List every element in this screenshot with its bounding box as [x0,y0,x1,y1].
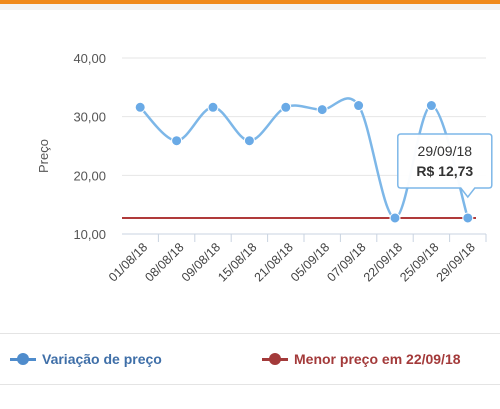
tooltip-date: 29/09/18 [418,143,473,159]
legend-line-dot-icon [262,352,288,366]
y-tick-label: 20,00 [73,168,106,183]
x-tick-label: 25/09/18 [397,240,441,284]
chart-legend: Variação de preço Menor preço em 22/09/1… [0,333,500,385]
price-tooltip: 29/09/18 R$ 12,73 [397,133,493,199]
x-tick-label: 09/08/18 [179,240,223,284]
x-tick-label: 05/09/18 [288,240,332,284]
price-point[interactable] [134,101,146,113]
y-tick-label: 40,00 [73,51,106,66]
price-point[interactable] [425,100,437,112]
x-tick-label: 01/08/18 [106,240,150,284]
x-tick-label: 08/08/18 [142,240,186,284]
y-axis-title: Preço [36,139,51,173]
top-accent-bar [0,0,500,4]
price-point[interactable] [353,100,365,112]
x-tick-label: 29/09/18 [434,240,478,284]
legend-line-dot-icon [10,352,36,366]
price-point[interactable] [207,101,219,113]
legend-item-lowest-price[interactable]: Menor preço em 22/09/18 [262,349,461,369]
top-strip [0,4,500,10]
legend-label-lowest-price: Menor preço em 22/09/18 [294,351,461,367]
price-point[interactable] [316,104,328,116]
price-point[interactable] [389,212,401,224]
price-point[interactable] [243,135,255,147]
price-chart-svg: 10,00 20,00 30,00 40,00 01/08/1808/08/1809/0… [36,51,493,285]
y-tick-label: 10,00 [73,227,106,242]
price-point[interactable] [462,212,474,224]
x-tick-label: 22/09/18 [361,240,405,284]
y-tick-label: 30,00 [73,110,106,125]
legend-label-price-variation: Variação de preço [42,351,162,367]
price-point[interactable] [280,101,292,113]
tooltip-price: R$ 12,73 [416,163,473,179]
x-tick-label: 15/08/18 [215,240,259,284]
x-tick-label: 07/09/18 [324,240,368,284]
x-tick-label: 21/08/18 [252,240,296,284]
legend-item-price-variation[interactable]: Variação de preço [10,349,162,369]
price-point[interactable] [171,135,183,147]
tooltip-box [397,133,493,199]
